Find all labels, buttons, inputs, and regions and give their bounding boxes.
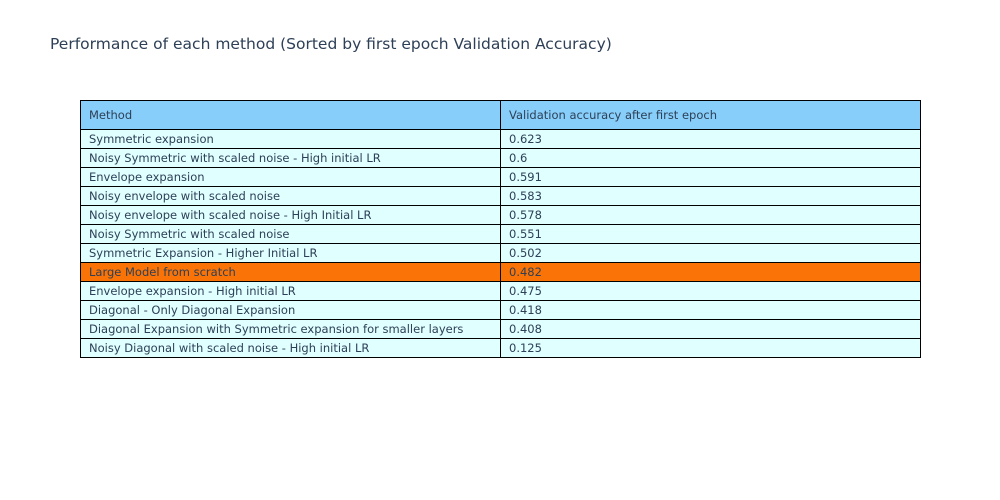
value-cell: 0.418 xyxy=(500,300,921,320)
value-cell: 0.623 xyxy=(500,129,921,149)
value-cell: 0.583 xyxy=(500,186,921,206)
method-cell: Diagonal - Only Diagonal Expansion xyxy=(80,300,501,320)
highlighted-table-row: Large Model from scratch 0.482 xyxy=(80,262,921,282)
value-cell: 0.502 xyxy=(500,243,921,263)
method-cell: Noisy Diagonal with scaled noise - High … xyxy=(80,338,501,358)
table-row: Symmetric Expansion - Higher Initial LR 0… xyxy=(80,243,921,263)
value-cell: 0.482 xyxy=(500,262,921,282)
value-cell: 0.125 xyxy=(500,338,921,358)
value-cell: 0.578 xyxy=(500,205,921,225)
page-title: Performance of each method (Sorted by fi… xyxy=(50,35,612,53)
table-row: Diagonal Expansion with Symmetric expans… xyxy=(80,319,921,339)
table-row: Noisy envelope with scaled noise 0.583 xyxy=(80,186,921,206)
table-row: Envelope expansion 0.591 xyxy=(80,167,921,187)
table-row: Noisy Symmetric with scaled noise 0.551 xyxy=(80,224,921,244)
table-row: Noisy Diagonal with scaled noise - High … xyxy=(80,338,921,358)
value-cell: 0.475 xyxy=(500,281,921,301)
table-row: Diagonal - Only Diagonal Expansion 0.418 xyxy=(80,300,921,320)
method-cell: Envelope expansion xyxy=(80,167,501,187)
table-row: Envelope expansion - High initial LR 0.47… xyxy=(80,281,921,301)
value-cell: 0.591 xyxy=(500,167,921,187)
method-cell: Diagonal Expansion with Symmetric expans… xyxy=(80,319,501,339)
table-row: Symmetric expansion 0.623 xyxy=(80,129,921,149)
method-cell: Noisy envelope with scaled noise - High … xyxy=(80,205,501,225)
col-header-method: Method xyxy=(80,100,501,130)
performance-table: Method Validation accuracy after first e… xyxy=(80,100,921,358)
table-header-row: Method Validation accuracy after first e… xyxy=(80,100,921,130)
value-cell: 0.6 xyxy=(500,148,921,168)
method-cell: Symmetric expansion xyxy=(80,129,501,149)
method-cell: Large Model from scratch xyxy=(80,262,501,282)
table-row: Noisy envelope with scaled noise - High … xyxy=(80,205,921,225)
method-cell: Noisy Symmetric with scaled noise xyxy=(80,224,501,244)
table-body: Symmetric expansion 0.623 Noisy Symmetric … xyxy=(80,129,921,358)
col-header-accuracy: Validation accuracy after first epoch xyxy=(500,100,921,130)
method-cell: Symmetric Expansion - Higher Initial LR xyxy=(80,243,501,263)
value-cell: 0.551 xyxy=(500,224,921,244)
method-cell: Noisy envelope with scaled noise xyxy=(80,186,501,206)
table-row: Noisy Symmetric with scaled noise - High… xyxy=(80,148,921,168)
method-cell: Noisy Symmetric with scaled noise - High… xyxy=(80,148,501,168)
method-cell: Envelope expansion - High initial LR xyxy=(80,281,501,301)
value-cell: 0.408 xyxy=(500,319,921,339)
